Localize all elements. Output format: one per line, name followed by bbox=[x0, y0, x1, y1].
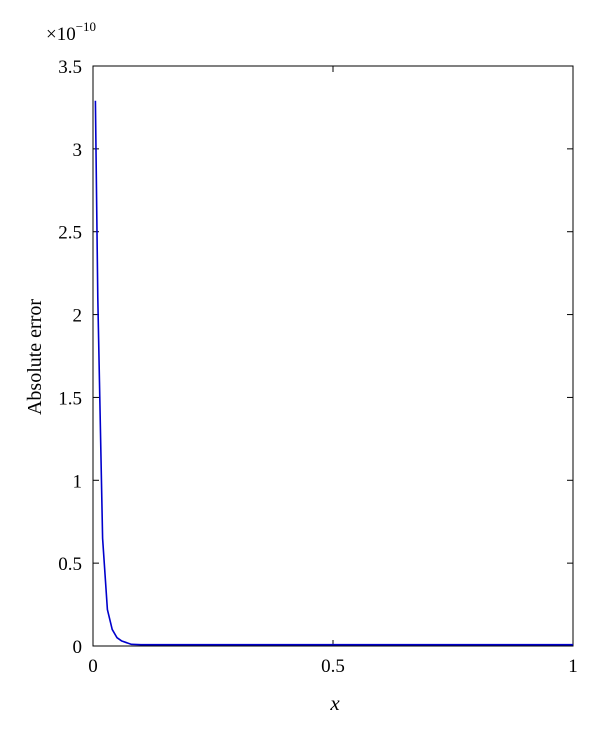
y-tick-label: 2 bbox=[73, 306, 83, 327]
plot-frame bbox=[92, 65, 574, 647]
y-tick-label: 2.5 bbox=[58, 223, 82, 244]
y-axis: 0 0.5 1 1.5 2 2.5 3 3.5 bbox=[58, 57, 573, 658]
plot-area bbox=[92, 65, 574, 647]
y-tick-label: 0 bbox=[73, 637, 83, 658]
y-tick-label: 3.5 bbox=[58, 57, 82, 78]
y-axis-label: Absolute error bbox=[24, 299, 46, 415]
y-scale-multiplier: ×10−10 bbox=[46, 19, 96, 45]
series-line bbox=[94, 100, 573, 646]
x-tick-label: 0 bbox=[88, 656, 98, 677]
y-tick-label: 1.5 bbox=[58, 388, 82, 409]
x-axis-label: x bbox=[329, 691, 340, 715]
x-axis: 0 0.5 1 bbox=[88, 66, 578, 677]
series-layer bbox=[94, 100, 573, 646]
y-tick-label: 0.5 bbox=[58, 554, 82, 575]
y-tick-label: 3 bbox=[73, 140, 83, 161]
y-tick-label: 1 bbox=[73, 471, 83, 492]
x-tick-label: 0.5 bbox=[321, 656, 345, 677]
x-tick-label: 1 bbox=[568, 656, 578, 677]
